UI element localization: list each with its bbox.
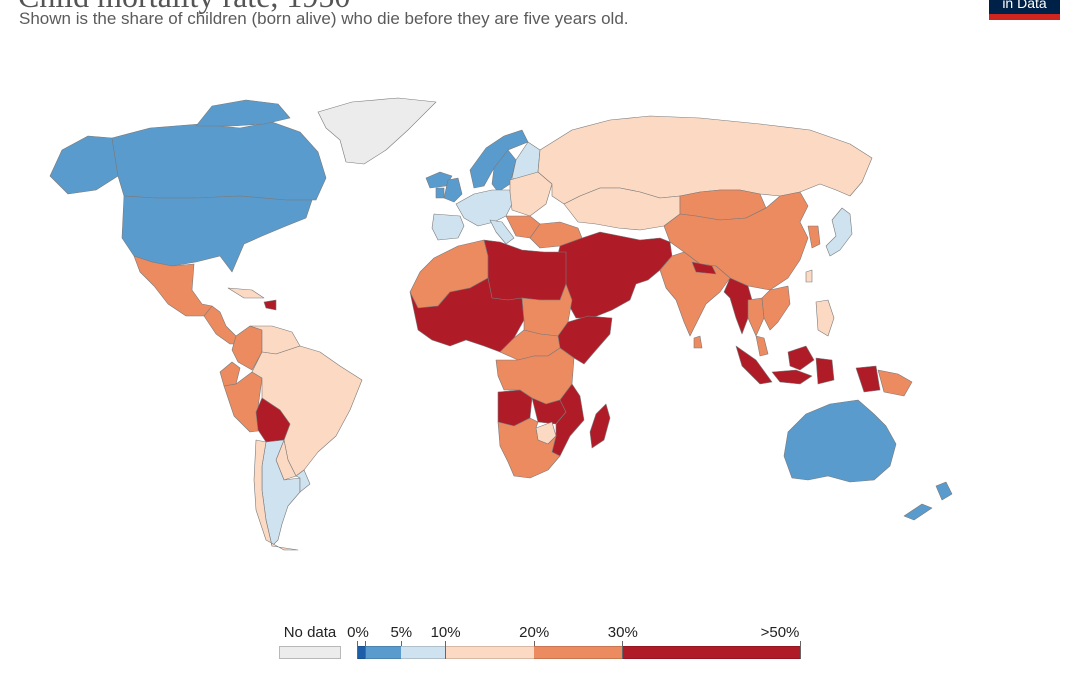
region-norway[interactable] xyxy=(469,129,529,189)
region-western-europe[interactable] xyxy=(455,189,513,227)
region-philippines[interactable] xyxy=(815,299,835,337)
logo-accent-bar xyxy=(989,14,1060,20)
region-madagascar[interactable] xyxy=(589,403,611,449)
region-ecuador[interactable] xyxy=(219,361,241,387)
region-sahel-egypt[interactable] xyxy=(483,239,567,301)
region-cuba[interactable] xyxy=(227,287,265,299)
region-papua-new-guinea[interactable] xyxy=(877,369,913,397)
chart-subtitle: Shown is the share of children (born ali… xyxy=(19,9,629,28)
region-canada[interactable] xyxy=(111,121,327,201)
region-united-states[interactable] xyxy=(121,195,313,273)
region-taiwan[interactable] xyxy=(805,269,813,283)
region-australia[interactable] xyxy=(783,399,897,483)
region-greenland[interactable] xyxy=(317,97,437,165)
region-italy[interactable] xyxy=(489,219,515,245)
region-nepal[interactable] xyxy=(691,261,717,275)
region-indochina[interactable] xyxy=(761,285,791,331)
region-thailand[interactable] xyxy=(747,297,765,337)
region-alaska[interactable] xyxy=(49,135,119,195)
region-turkey[interactable] xyxy=(529,221,583,249)
region-chile[interactable] xyxy=(253,439,299,551)
region-haiti[interactable] xyxy=(263,299,277,311)
region-russia[interactable] xyxy=(537,115,873,205)
region-canadian-arctic-islands[interactable] xyxy=(195,99,291,127)
region-new-zealand[interactable] xyxy=(903,481,953,521)
region-southern-africa[interactable] xyxy=(497,417,561,479)
region-sri-lanka[interactable] xyxy=(693,335,703,349)
chart-title: Child mortality rate, 1950 xyxy=(18,0,350,15)
region-united-kingdom[interactable] xyxy=(443,177,463,203)
region-uruguay[interactable] xyxy=(295,469,311,493)
region-ireland[interactable] xyxy=(435,187,445,199)
region-korea[interactable] xyxy=(807,225,821,249)
region-malaysia[interactable] xyxy=(755,335,769,357)
region-myanmar[interactable] xyxy=(723,277,753,335)
logo-text: in Data xyxy=(1002,0,1047,11)
region-middle-east-pakistan[interactable] xyxy=(555,231,673,319)
our-world-in-data-logo[interactable]: in Data xyxy=(989,0,1060,20)
region-japan[interactable] xyxy=(825,207,853,257)
region-iberia[interactable] xyxy=(431,213,465,241)
region-central-america[interactable] xyxy=(203,305,241,345)
region-indonesia[interactable] xyxy=(735,345,881,393)
